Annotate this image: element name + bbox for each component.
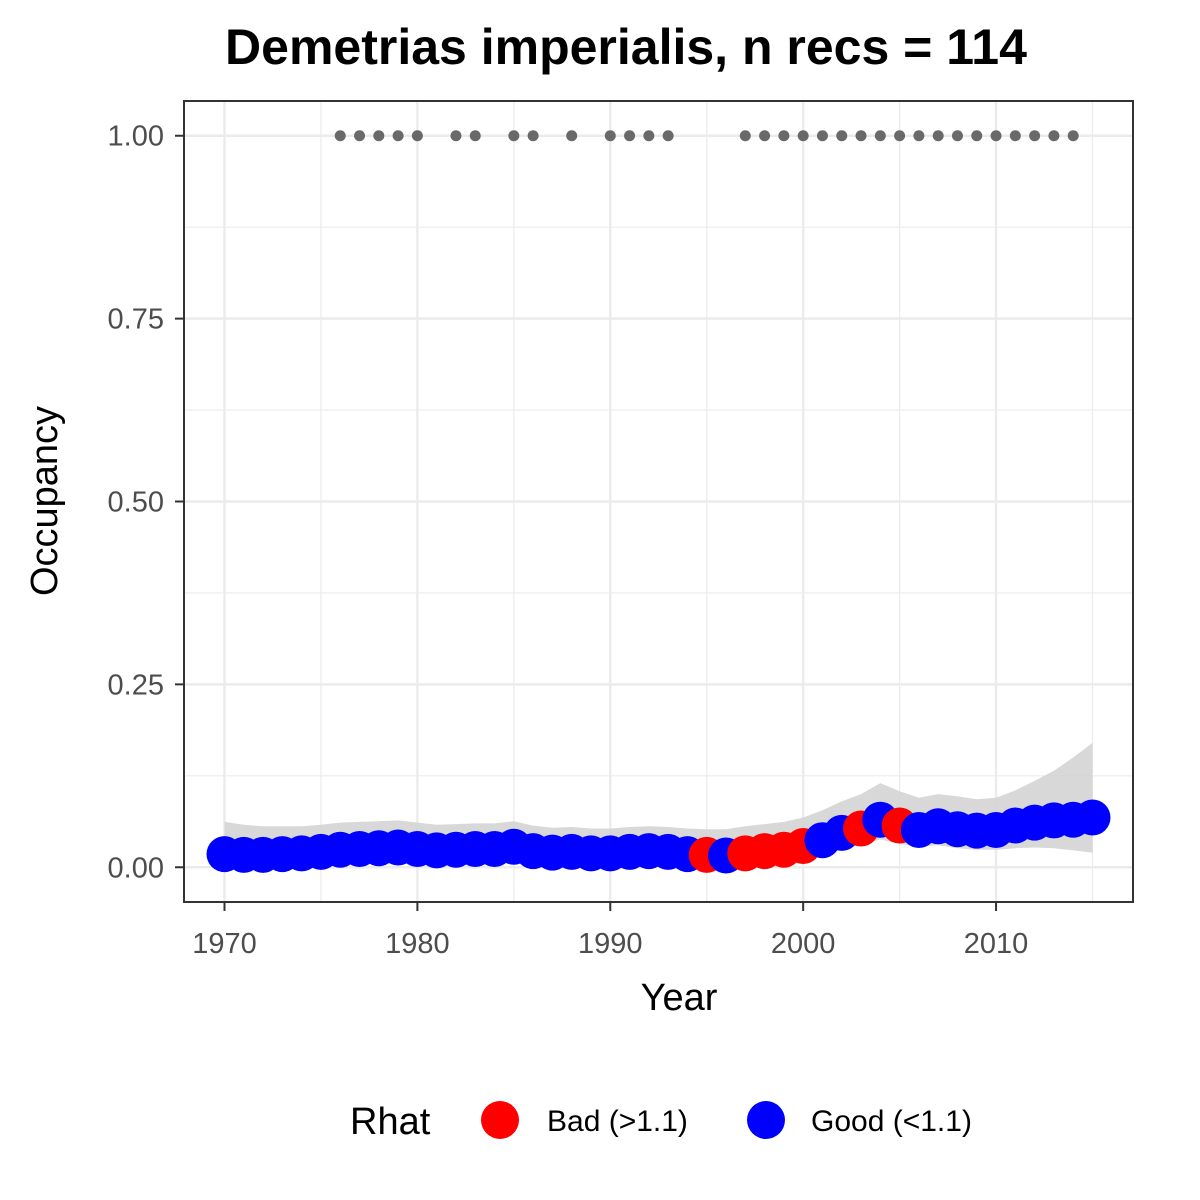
- record-point: [604, 130, 616, 142]
- record-point: [373, 130, 385, 142]
- record-points: [334, 130, 1079, 142]
- record-point: [1067, 130, 1079, 142]
- record-point: [1048, 130, 1060, 142]
- record-point: [354, 130, 366, 142]
- record-point: [469, 130, 481, 142]
- minor-gridlines: [184, 101, 1133, 902]
- y-tick-label: 0.25: [108, 669, 164, 701]
- legend-swatch-good: [747, 1101, 785, 1139]
- legend-label-good: Good (<1.1): [811, 1105, 972, 1138]
- x-tick-label: 2010: [964, 928, 1029, 960]
- record-point: [951, 130, 963, 142]
- legend-title: Rhat: [350, 1101, 431, 1143]
- record-point: [392, 130, 404, 142]
- occupancy-point: [1074, 799, 1111, 836]
- record-point: [836, 130, 848, 142]
- x-tick-label: 1980: [385, 928, 450, 960]
- record-point: [932, 130, 944, 142]
- record-point: [797, 130, 809, 142]
- y-tick-label: 0.00: [108, 852, 164, 884]
- record-point: [990, 130, 1002, 142]
- record-point: [739, 130, 751, 142]
- x-axis: 1970 1980 1990 2000 2010: [192, 902, 1028, 960]
- record-point: [855, 130, 867, 142]
- x-tick-label: 1970: [192, 928, 257, 960]
- record-point: [643, 130, 655, 142]
- y-tick-label: 0.75: [108, 304, 164, 336]
- record-point: [874, 130, 886, 142]
- record-point: [894, 130, 906, 142]
- record-point: [1029, 130, 1041, 142]
- y-tick-label: 0.50: [108, 487, 164, 519]
- y-tick-label: 1.00: [108, 121, 164, 153]
- record-point: [816, 130, 828, 142]
- record-point: [450, 130, 462, 142]
- record-point: [778, 130, 790, 142]
- x-tick-label: 2000: [771, 928, 836, 960]
- record-point: [971, 130, 983, 142]
- x-tick-label: 1990: [578, 928, 643, 960]
- record-point: [508, 130, 520, 142]
- record-point: [759, 130, 771, 142]
- y-axis-title: Occupancy: [24, 406, 66, 596]
- record-point: [411, 130, 423, 142]
- chart-title: Demetrias imperialis, n recs = 114: [225, 19, 1027, 75]
- x-axis-title: Year: [641, 977, 718, 1019]
- record-point: [624, 130, 636, 142]
- occupancy-points: [206, 799, 1111, 874]
- record-point: [662, 130, 674, 142]
- legend-label-bad: Bad (>1.1): [547, 1105, 688, 1138]
- legend-swatch-bad: [481, 1101, 519, 1139]
- record-point: [566, 130, 578, 142]
- record-point: [913, 130, 925, 142]
- plot-panel: [183, 100, 1134, 903]
- y-axis: 0.00 0.25 0.50 0.75 1.00: [108, 121, 184, 884]
- record-point: [334, 130, 346, 142]
- legend: Rhat Bad (>1.1) Good (<1.1): [350, 1101, 972, 1143]
- record-point: [1009, 130, 1021, 142]
- record-point: [527, 130, 539, 142]
